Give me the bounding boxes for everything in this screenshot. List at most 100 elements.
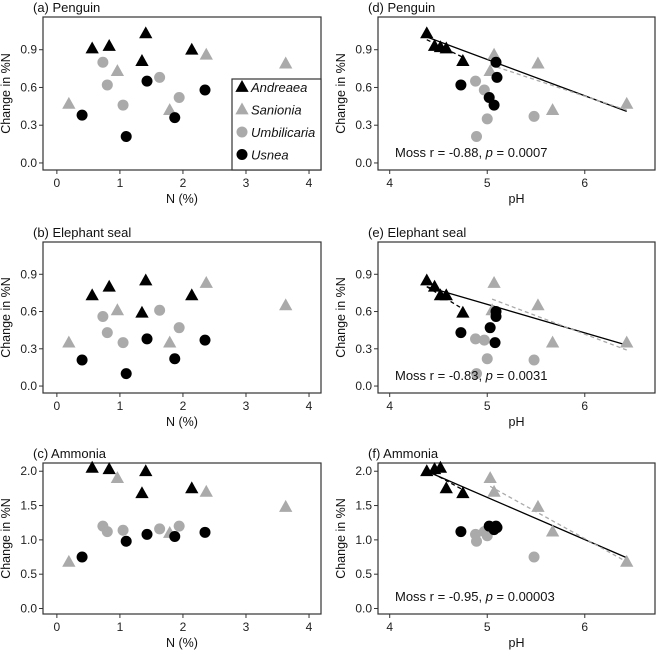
- point-umbilicaria: [117, 337, 129, 349]
- point-umbilicaria: [528, 551, 540, 563]
- point-umbilicaria: [101, 79, 113, 91]
- x-tick-label: 0: [54, 620, 61, 634]
- series-andreaea: [85, 460, 199, 499]
- x-axis-label: N (%): [166, 415, 198, 429]
- point-sanionia: [487, 484, 501, 497]
- point-umbilicaria: [117, 524, 129, 536]
- y-tick-label: 2.0: [20, 464, 37, 478]
- point-usnea: [141, 333, 153, 345]
- x-tick-label: 1: [117, 176, 124, 190]
- point-andreaea: [439, 41, 453, 54]
- point-usnea: [455, 526, 467, 538]
- point-umbilicaria: [471, 368, 483, 380]
- point-umbilicaria: [471, 535, 483, 547]
- x-axis-label: N (%): [166, 192, 198, 206]
- panel-title: (c) Ammonia: [33, 446, 107, 461]
- series-andreaea: [420, 26, 470, 66]
- point-sanionia: [620, 335, 634, 348]
- point-sanionia: [163, 335, 177, 348]
- y-tick-label: 2.0: [355, 464, 372, 478]
- plot-frame: [377, 16, 656, 171]
- x-tick-label: 1: [117, 399, 124, 413]
- series-sanionia: [485, 275, 634, 348]
- series-usnea: [455, 56, 503, 111]
- point-umbilicaria: [470, 333, 482, 345]
- y-tick-label: 0.6: [355, 305, 372, 319]
- annotation-suffix: = 0.0031: [493, 368, 548, 383]
- point-usnea: [76, 551, 88, 563]
- point-umbilicaria: [117, 99, 129, 111]
- point-sanionia: [483, 471, 497, 483]
- point-andreaea: [85, 288, 99, 301]
- point-sanionia: [279, 56, 293, 69]
- y-tick-label: 0.5: [20, 567, 37, 581]
- fit-line-solid: [426, 470, 627, 559]
- annotation-p: p: [485, 589, 493, 604]
- x-tick-label: 6: [581, 176, 588, 190]
- point-andreaea: [102, 38, 116, 51]
- plot-frame: [377, 462, 656, 615]
- point-sanionia: [279, 499, 293, 512]
- x-tick-label: 0: [54, 399, 61, 413]
- point-sanionia: [483, 64, 497, 77]
- annotation-suffix: = 0.00003: [493, 589, 555, 604]
- point-usnea: [76, 354, 88, 366]
- legend-marker-andreaea: [235, 80, 249, 92]
- annotation-prefix: Moss r = -0.83,: [395, 368, 486, 383]
- point-sanionia: [531, 298, 545, 311]
- series-usnea: [76, 526, 211, 563]
- correlation-annotation: Moss r = -0.95, p = 0.00003: [395, 589, 555, 604]
- point-sanionia: [545, 335, 560, 348]
- series-sanionia: [483, 471, 634, 567]
- y-axis-label: Change in %N: [0, 277, 13, 358]
- point-andreaea: [420, 26, 434, 39]
- plot-frame: [42, 241, 322, 394]
- point-andreaea: [456, 486, 470, 499]
- point-usnea: [141, 528, 153, 540]
- point-usnea: [489, 337, 501, 349]
- y-tick-label: 0.0: [355, 379, 372, 393]
- x-tick-label: 5: [484, 399, 491, 413]
- point-sanionia: [531, 56, 545, 69]
- legend: Andreaea Sanionia Umbilicaria Usnea: [231, 78, 322, 171]
- point-usnea: [484, 322, 496, 334]
- point-sanionia: [110, 471, 125, 483]
- y-tick-label: 0.0: [355, 156, 372, 170]
- point-sanionia: [620, 554, 634, 567]
- series-andreaea: [420, 273, 470, 318]
- y-axis-label: Change in %N: [0, 498, 13, 579]
- legend-label: Sanionia: [251, 103, 302, 118]
- point-andreaea: [439, 481, 453, 494]
- point-andreaea: [139, 26, 153, 39]
- series-sanionia: [483, 47, 634, 116]
- fit-line-dashed: [489, 64, 627, 111]
- y-tick-label: 0.0: [20, 602, 37, 616]
- point-andreaea: [439, 288, 453, 301]
- correlation-annotation: Moss r = -0.88, p = 0.0007: [395, 145, 547, 160]
- panel-title: (a) Penguin: [33, 0, 100, 15]
- y-tick-label: 1.5: [20, 499, 37, 513]
- panel-e: (e) Elephant seal 4 5 6 0.0 0.3 0.6 0.9 pH Change…: [334, 225, 656, 429]
- point-andreaea: [456, 54, 470, 66]
- legend-marker-usnea: [236, 149, 248, 160]
- legend-marker-umbilicaria: [236, 126, 248, 138]
- point-sanionia: [199, 275, 213, 288]
- correlation-annotation: Moss r = -0.83, p = 0.0031: [395, 368, 547, 383]
- x-tick-label: 1: [117, 620, 124, 634]
- point-umbilicaria: [173, 322, 185, 334]
- point-sanionia: [199, 484, 213, 497]
- x-tick-label: 3: [243, 620, 250, 634]
- plot-frame: [42, 462, 322, 615]
- point-usnea: [199, 526, 211, 538]
- point-andreaea: [85, 41, 99, 54]
- point-umbilicaria: [154, 523, 166, 535]
- y-tick-label: 0.0: [20, 379, 37, 393]
- point-andreaea: [102, 279, 116, 292]
- y-axis-label: Change in %N: [334, 277, 348, 358]
- panel-d: (d) Penguin 4 5 6 0.0 0.3 0.6 0.9 pH Change in %N…: [334, 0, 656, 206]
- series-sanionia: [62, 275, 293, 348]
- x-axis-label: N (%): [166, 636, 198, 650]
- point-sanionia: [545, 103, 560, 116]
- point-usnea: [169, 112, 181, 124]
- series-umbilicaria: [470, 333, 540, 380]
